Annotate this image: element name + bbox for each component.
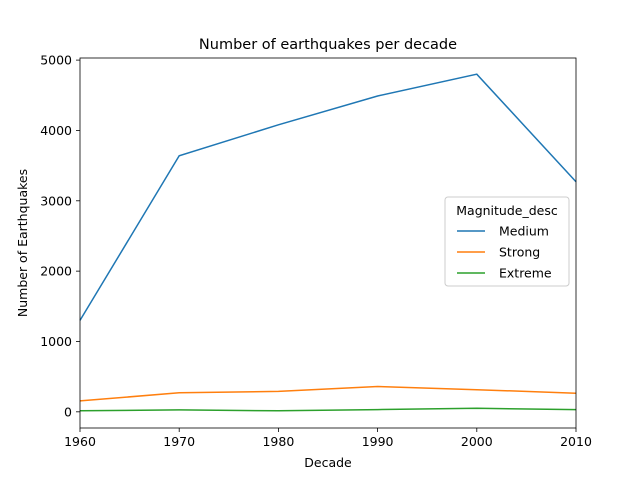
legend: Magnitude_desc Medium Strong Extreme xyxy=(444,196,570,287)
series-line-strong xyxy=(79,385,577,402)
legend-label-extreme: Extreme xyxy=(499,266,552,281)
x-tick-label: 1990 xyxy=(362,434,394,449)
y-axis: 0 1000 2000 3000 4000 5000 xyxy=(40,53,80,419)
y-tick-label: 3000 xyxy=(40,193,72,208)
x-tick-label: 1980 xyxy=(262,434,294,449)
legend-label-medium: Medium xyxy=(499,224,549,239)
series-line-medium xyxy=(79,73,577,321)
legend-title: Magnitude_desc xyxy=(456,203,558,218)
y-tick-label: 1000 xyxy=(40,334,72,349)
legend-entries: Medium Strong Extreme xyxy=(457,224,552,281)
legend-label-strong: Strong xyxy=(499,245,540,260)
chart-title: Number of earthquakes per decade xyxy=(199,37,457,53)
x-tick-label: 1970 xyxy=(163,434,195,449)
y-axis-label: Number of Earthquakes xyxy=(15,169,30,317)
legend-box xyxy=(444,196,570,287)
y-tick-label: 5000 xyxy=(40,53,72,68)
x-tick-label: 1960 xyxy=(64,434,96,449)
x-axis: 1960 1970 1980 1990 2000 2010 xyxy=(64,428,592,449)
y-tick-label: 0 xyxy=(64,404,72,419)
y-tick-label: 2000 xyxy=(40,264,72,279)
series-layer xyxy=(79,73,577,412)
x-axis-label: Decade xyxy=(304,455,352,470)
plot-frame xyxy=(79,57,577,429)
x-tick-label: 2010 xyxy=(560,434,592,449)
series-line-extreme xyxy=(79,407,577,412)
x-tick-label: 2000 xyxy=(461,434,493,449)
y-tick-label: 4000 xyxy=(40,123,72,138)
